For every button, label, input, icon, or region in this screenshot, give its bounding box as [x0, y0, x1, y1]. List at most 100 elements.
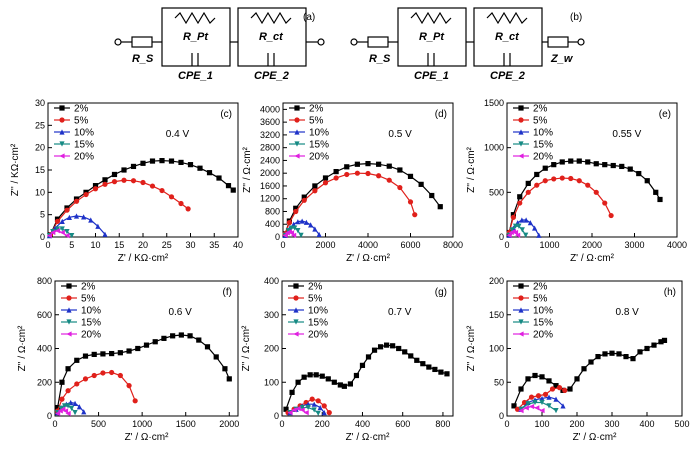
legend-marker — [518, 307, 524, 313]
data-point — [59, 229, 65, 236]
data-point — [377, 344, 384, 350]
y-tick-label: 500 — [489, 187, 504, 197]
data-point — [593, 189, 599, 195]
y-tick-label: 10 — [35, 187, 45, 197]
legend-label: 10% — [309, 128, 329, 139]
legend-label: 10% — [533, 128, 553, 139]
legend-marker — [294, 105, 300, 111]
legend-marker — [518, 117, 524, 123]
y-axis-label: Z'' / Ω·cm² — [242, 146, 253, 192]
data-point — [542, 165, 548, 171]
series-2pct — [47, 158, 236, 238]
label-cpe2-b: CPE_2 — [490, 70, 525, 82]
y-tick-label: 200 — [37, 377, 52, 387]
y-axis-label: Z'' / Ω·cm² — [466, 325, 477, 371]
data-point — [542, 178, 548, 184]
data-point — [121, 177, 127, 183]
legend-marker — [66, 307, 72, 313]
data-point — [152, 339, 158, 345]
data-point — [206, 170, 213, 176]
data-point — [143, 342, 150, 348]
circuit-b — [350, 7, 585, 67]
y-axis-label: Z'' / Ω·cm² — [241, 325, 252, 371]
y-tick-label: 1200 — [260, 194, 280, 204]
y-tick-label: 0 — [499, 411, 504, 421]
series-20pct — [46, 228, 70, 239]
data-point — [69, 233, 75, 239]
x-axis-label: Z' / Ω·cm² — [570, 253, 614, 264]
data-point — [581, 366, 587, 372]
y-axis-label: Z'' / Ω·cm² — [17, 325, 28, 371]
legend-label: 2% — [308, 282, 323, 293]
data-point — [402, 349, 408, 355]
y-tick-label: 100 — [264, 377, 279, 387]
x-tick-label: 0 — [504, 419, 509, 429]
legend-marker — [518, 129, 524, 135]
data-point — [187, 162, 194, 168]
data-point — [46, 233, 53, 239]
data-point — [126, 383, 132, 389]
legend: 2%5%10%15%20% — [61, 282, 101, 341]
data-point — [365, 170, 371, 177]
legend-marker — [66, 295, 72, 301]
voltage-annotation: 0.4 V — [166, 129, 190, 140]
data-point — [102, 177, 108, 183]
data-point — [559, 159, 565, 165]
data-point — [92, 183, 99, 189]
legend-label: 5% — [533, 116, 548, 127]
data-point — [168, 158, 175, 164]
legend-marker — [294, 129, 300, 135]
data-point — [420, 361, 426, 367]
data-point — [539, 408, 545, 414]
panel-tag: (c) — [220, 109, 232, 120]
panel-tag: (f) — [223, 287, 232, 298]
label-rpt-a: R_Pt — [183, 31, 209, 43]
data-point — [111, 179, 118, 185]
data-point — [510, 212, 516, 218]
y-tick-label: 2000 — [260, 168, 280, 178]
legend-marker — [294, 141, 300, 147]
data-point — [309, 396, 315, 402]
data-point — [225, 183, 232, 189]
data-point — [295, 405, 301, 412]
data-point — [315, 410, 321, 416]
legend-label: 10% — [74, 128, 94, 139]
legend-marker — [59, 129, 65, 135]
data-point — [293, 205, 299, 211]
data-point — [651, 342, 657, 348]
data-point — [291, 232, 297, 239]
data-point — [542, 391, 549, 397]
data-point — [289, 389, 295, 395]
data-point — [82, 376, 89, 382]
voltage-annotation: 0.8 V — [616, 307, 640, 318]
legend-marker — [66, 319, 72, 325]
x-tick-label: 6000 — [400, 240, 420, 250]
x-tick-label: 20 — [138, 240, 148, 250]
panel-tag: (e) — [659, 109, 671, 120]
data-point — [303, 219, 309, 225]
data-point — [64, 207, 70, 213]
data-point — [305, 404, 311, 411]
data-point — [102, 181, 108, 187]
y-tick-label: 800 — [265, 206, 280, 216]
data-point — [286, 220, 292, 226]
data-point — [506, 232, 512, 238]
legend-label: 10% — [308, 306, 328, 317]
series-10pct — [46, 213, 108, 239]
data-point — [511, 403, 517, 409]
circuit-a-labels: R_S R_Pt CPE_1 R_ct CPE_2 — [132, 31, 289, 82]
data-point — [111, 171, 118, 178]
data-point — [301, 194, 307, 200]
data-point — [602, 200, 608, 206]
data-point — [444, 371, 450, 377]
data-point — [91, 372, 97, 379]
label-rs-b: R_S — [369, 53, 391, 65]
x-axis-label: Z' / Ω·cm² — [125, 432, 169, 443]
x-tick-label: 40 — [233, 240, 243, 250]
data-point — [528, 403, 535, 410]
series-line — [285, 344, 448, 410]
legend-label: 15% — [308, 318, 328, 329]
data-point — [325, 376, 331, 382]
data-point — [376, 173, 382, 179]
